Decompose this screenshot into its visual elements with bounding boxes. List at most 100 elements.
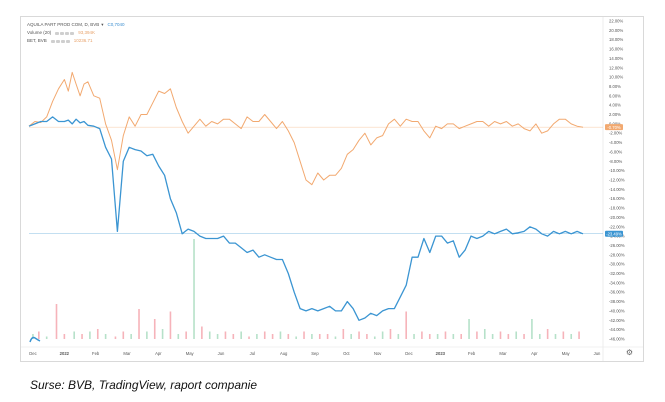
volume-bar <box>177 334 180 339</box>
x-tick-label: May <box>186 351 195 356</box>
volume-bar <box>208 331 211 339</box>
x-tick-label: Oct <box>343 351 350 356</box>
volume-bar <box>96 329 99 339</box>
volume-bar <box>444 331 447 339</box>
y-tick-label: -34.00% <box>609 280 625 285</box>
series-line <box>28 116 584 321</box>
y-tick-label: -20.00% <box>609 215 625 220</box>
legend-main-value: C0,7040 <box>107 22 125 27</box>
chart-canvas: 22.00% 20.00% 18.00% 16.00% 14.00% 12.00% 10.0… <box>21 17 643 361</box>
y-tick-label: -42.00% <box>609 318 625 323</box>
volume-bar <box>389 329 392 339</box>
volume-bar <box>538 334 541 339</box>
volume-bar <box>287 334 290 339</box>
volume-bar <box>38 331 40 339</box>
x-tick-label: Feb <box>468 351 476 356</box>
x-tick-label: Aug <box>280 351 288 356</box>
y-tick-label: 12.00% <box>609 65 623 70</box>
volume-bar <box>295 336 297 339</box>
settings-gear-icon[interactable]: ⚙ <box>625 348 633 357</box>
volume-bar <box>350 334 352 339</box>
y-tick-label: -8.00% <box>609 159 623 164</box>
volume-bar <box>531 319 533 339</box>
volume-bar <box>554 334 557 339</box>
x-tick-label: Feb <box>92 351 100 356</box>
volume-bar <box>483 329 486 339</box>
chevron-down-icon[interactable]: ▾ <box>101 22 104 27</box>
y-tick-label: -38.00% <box>609 299 625 304</box>
volume-bar <box>185 331 187 339</box>
volume-bar <box>460 334 462 339</box>
y-tick-label: -2.00% <box>609 131 623 136</box>
volume-bar <box>130 334 132 339</box>
x-tick-label: Sep <box>311 351 319 356</box>
volume-bar <box>515 331 518 339</box>
x-tick-label: Dec <box>29 351 36 356</box>
volume-bar <box>318 334 321 339</box>
x-tick-label: Mar <box>499 351 507 356</box>
volume-bar <box>397 334 400 339</box>
volume-bar <box>405 311 407 339</box>
volume-bar <box>201 326 203 339</box>
y-tick-label: -14.00% <box>609 187 625 192</box>
x-tick-label: Mar <box>123 351 131 356</box>
y-tick-label: -36.00% <box>609 290 625 295</box>
volume-bar <box>240 331 242 339</box>
last-value-label: -23.49% <box>606 231 622 236</box>
volume-bar <box>436 334 439 339</box>
x-tick-label: Nov <box>374 351 382 356</box>
volume-bar <box>546 329 549 339</box>
y-tick-label: -32.00% <box>609 271 625 276</box>
volume-bar <box>73 331 75 339</box>
legend-volume[interactable]: Volume (20) 93,394K <box>27 30 95 36</box>
y-tick-label: 2.00% <box>609 112 621 117</box>
legend-main-label: AQUILA PART PROD COM, D, BVB <box>27 22 100 27</box>
legend-volume-value: 93,394K <box>78 30 96 35</box>
volume-bar <box>146 331 148 339</box>
volume-bar <box>153 319 156 339</box>
volume-bar <box>413 334 415 339</box>
tradingview-logo-icon <box>29 336 41 343</box>
x-tick-label: Apr <box>155 351 162 356</box>
volume-bar <box>499 331 502 339</box>
y-tick-label: 18.00% <box>609 37 623 42</box>
volume-bar <box>63 334 66 339</box>
y-tick-label: -46.00% <box>609 337 625 342</box>
legend-main[interactable]: AQUILA PART PROD COM, D, BVB ▾ C0,7040 <box>27 22 125 28</box>
volume-bar <box>104 334 107 339</box>
y-tick-label: 4.00% <box>609 103 621 108</box>
legend-index-controls-icon[interactable] <box>50 39 70 43</box>
x-tick-label: Jun <box>594 351 601 356</box>
series-line <box>28 71 584 186</box>
last-value-label: -0.70% <box>607 125 621 130</box>
chart-frame: 22.00% 20.00% 18.00% 16.00% 14.00% 12.00% 10.0… <box>20 16 644 362</box>
volume-bar <box>81 334 83 339</box>
y-tick-label: 22.00% <box>609 19 623 24</box>
volume-bar <box>138 309 140 339</box>
volume-bar <box>55 304 58 339</box>
volume-bar <box>169 311 172 339</box>
volume-bar <box>303 331 305 339</box>
y-tick-label: -40.00% <box>609 308 625 313</box>
legend-volume-label: Volume (20) <box>27 30 52 35</box>
y-tick-label: 6.00% <box>609 93 621 98</box>
volume-bar <box>256 334 258 339</box>
volume-bar <box>366 334 368 339</box>
y-tick-label: -6.00% <box>609 149 623 154</box>
volume-bar <box>122 331 125 339</box>
volume-bar <box>161 329 164 339</box>
x-tick-label: Jun <box>218 351 225 356</box>
volume-bar <box>373 336 376 339</box>
volume-bar <box>421 331 423 339</box>
volume-bar <box>45 336 48 339</box>
volume-bar <box>507 334 510 339</box>
legend-index[interactable]: BET, BVB 10236.71 <box>27 38 93 44</box>
legend-controls-icon[interactable] <box>55 31 75 35</box>
volume-bar <box>468 319 470 339</box>
source-caption: Surse: BVB, TradingView, raport companie <box>30 378 258 392</box>
y-tick-label: -16.00% <box>609 196 625 201</box>
volume-bar <box>570 334 573 339</box>
volume-bar <box>452 334 455 339</box>
x-tick-label: May <box>562 351 571 356</box>
y-tick-label: 10.00% <box>609 75 623 80</box>
